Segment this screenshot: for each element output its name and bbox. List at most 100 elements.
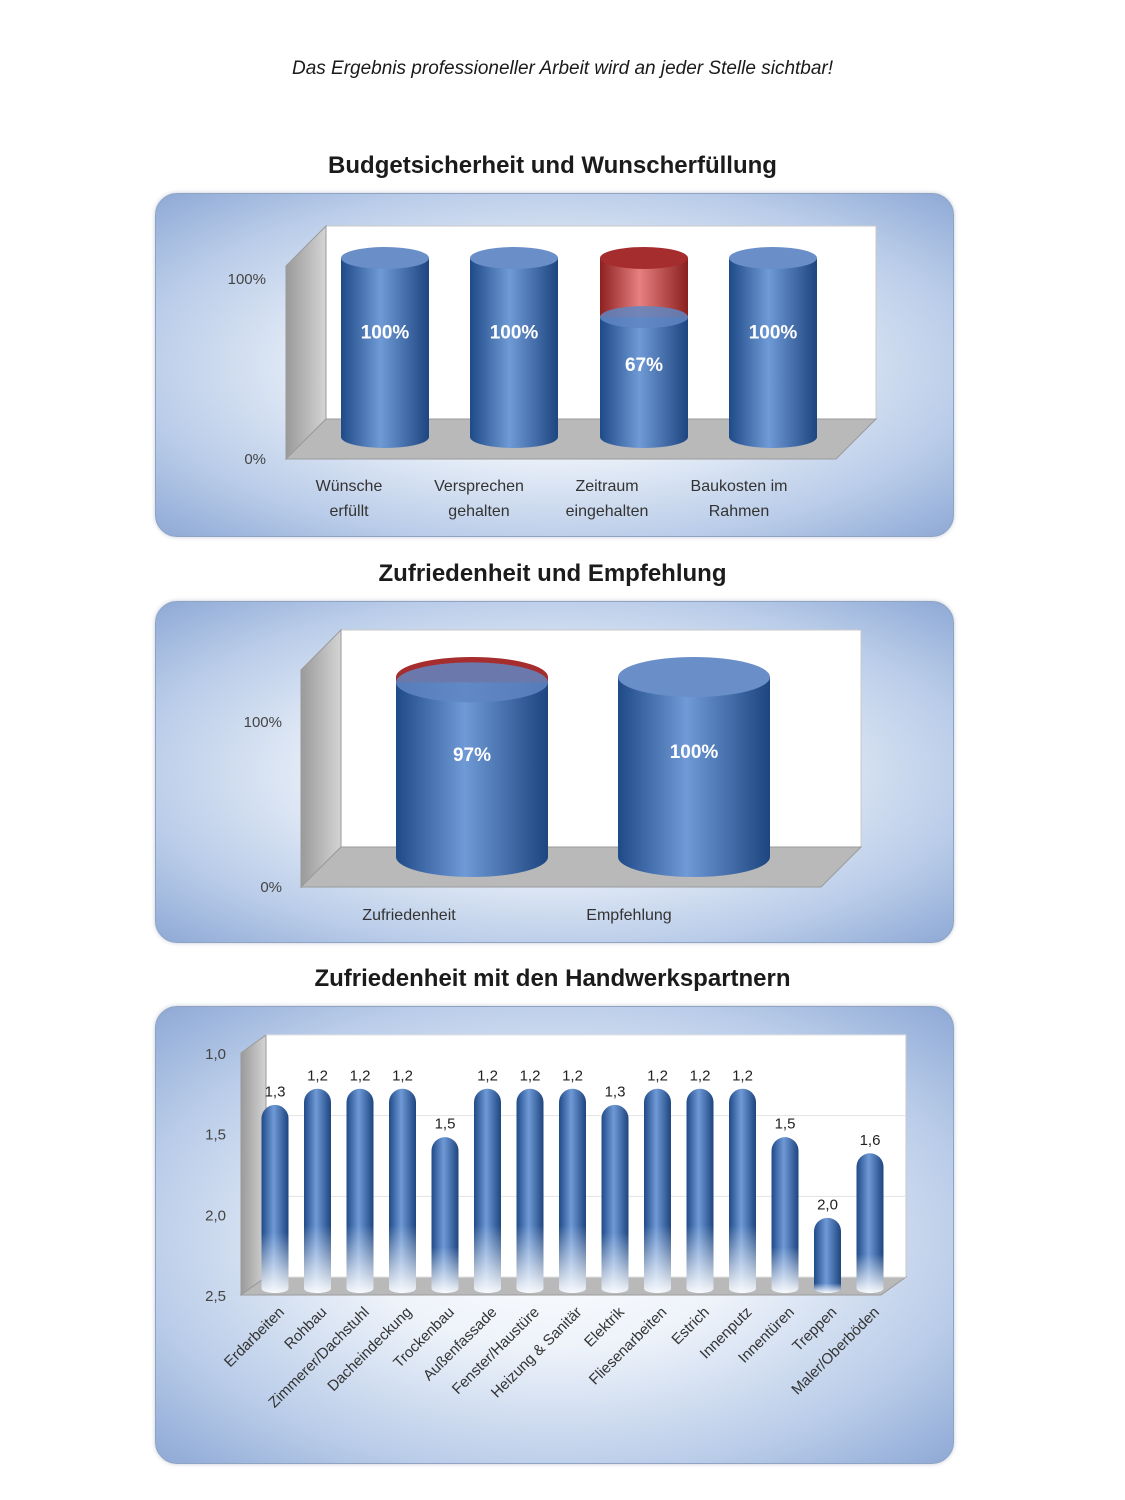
x-tick-label: Wünsche [316, 478, 383, 495]
bar-fade [644, 1142, 671, 1293]
chart-side-wall [300, 628, 342, 889]
bar-10: 1,2 [644, 1067, 671, 1293]
bar-15: 1,6 [856, 1132, 884, 1293]
bar-1: 97% [396, 657, 548, 877]
bar-top [618, 657, 770, 697]
bar-fade [601, 1158, 629, 1293]
bar-14: 2,0 [814, 1196, 841, 1293]
chart-panel-budget: 0% 100% 100% Wünsche erfüllt 100% Versprechen g… [155, 193, 954, 537]
chart-panel-craftsmen: 1,0 1,5 2,0 2,5 1,3 Erdarbeiten 1,2 Rohbau 1,2 Zi… [155, 1006, 954, 1464]
bar-fade [304, 1142, 331, 1293]
bar-fade [771, 1190, 799, 1293]
bar-body [729, 258, 817, 448]
data-label: 1,2 [562, 1067, 583, 1084]
y-tick-label: 0% [260, 879, 282, 896]
data-label: 1,2 [520, 1067, 541, 1084]
bar-2: 1,2 [304, 1067, 331, 1293]
x-tick-label: Zufriedenheit [362, 907, 456, 924]
x-tick-label: Erdarbeiten [221, 1304, 288, 1371]
bar-fade [814, 1271, 841, 1293]
y-tick-label: 100% [244, 714, 282, 731]
bar-remainder-top [600, 247, 688, 269]
bar-4: 1,2 [389, 1067, 416, 1293]
data-label: 100% [490, 323, 539, 344]
bar-top [729, 247, 817, 269]
bar-body [470, 258, 558, 448]
data-label: 1,3 [605, 1083, 626, 1100]
chart-title-budget: Budgetsicherheit und Wunscherfüllung [328, 152, 777, 179]
data-label: 1,6 [860, 1132, 881, 1149]
chart-floor [284, 418, 878, 460]
chart-title-craftsmen: Zufriedenheit mit den Handwerkspartnern [314, 965, 791, 992]
bar-1: 100% [341, 247, 429, 448]
x-tick-label: Empfehlung [586, 907, 671, 924]
bar-top [396, 662, 548, 703]
x-tick-label: Rahmen [709, 503, 769, 520]
chart-craftsmen: 1,01,52,02,51,3Erdarbeiten1,2Rohbau1,2Zi… [205, 1034, 908, 1411]
bar-4: 100% [729, 247, 817, 448]
bar-fade [729, 1142, 756, 1293]
chart-panel-satisfaction: 0% 100% 97% Zufriedenheit 100% Empfehlung [155, 601, 954, 943]
bar-top [600, 306, 688, 329]
bar-5: 1,5 [431, 1116, 459, 1293]
data-label: 1,3 [265, 1083, 286, 1100]
chart-budget: 0% 100% 100% Wünsche erfüllt 100% Versprechen g… [228, 224, 878, 520]
chart-satisfaction: 0% 100% 97% Zufriedenheit 100% Empfehlung [244, 628, 863, 924]
y-tick-label: 100% [228, 271, 266, 288]
bar-2: 100% [470, 247, 558, 448]
bar-fade [856, 1206, 884, 1293]
data-label: 1,5 [435, 1116, 456, 1133]
x-tick-label: Fliesenarbeiten [586, 1304, 671, 1389]
data-label: 97% [453, 745, 491, 766]
bar-fade [261, 1158, 289, 1293]
bar-6: 1,2 [474, 1067, 501, 1293]
bar-fade [516, 1142, 544, 1293]
x-tick-label: Baukosten im [691, 478, 788, 495]
x-tick-label: erfüllt [329, 503, 369, 520]
bar-9: 1,3 [601, 1083, 629, 1293]
page-headline: Das Ergebnis professioneller Arbeit wird… [291, 58, 834, 79]
data-label: 100% [670, 742, 719, 763]
bar-body [396, 682, 548, 877]
bar-12: 1,2 [729, 1067, 756, 1293]
x-tick-label: eingehalten [566, 503, 649, 520]
bar-top [341, 247, 429, 269]
y-tick-label: 0% [244, 451, 266, 468]
bar-11: 1,2 [686, 1067, 714, 1293]
x-tick-label: Zeitraum [575, 478, 638, 495]
data-label: 1,2 [732, 1067, 753, 1084]
y-tick-label: 1,5 [205, 1127, 226, 1144]
data-label: 1,5 [775, 1116, 796, 1133]
bar-3: 67% [600, 247, 688, 448]
data-label: 1,2 [392, 1067, 413, 1084]
bar-fade [346, 1142, 374, 1293]
data-label: 1,2 [477, 1067, 498, 1084]
x-tick-label: Versprechen [434, 478, 524, 495]
bar-fade [559, 1142, 586, 1293]
bar-fade [474, 1142, 501, 1293]
bar-body [341, 258, 429, 448]
bar-fade [389, 1142, 416, 1293]
data-label: 1,2 [690, 1067, 711, 1084]
bar-fade [431, 1190, 459, 1293]
bar-7: 1,2 [516, 1067, 544, 1293]
chart-title-satisfaction: Zufriedenheit und Empfehlung [378, 560, 727, 587]
bar-fade [686, 1142, 714, 1293]
bar-3: 1,2 [346, 1067, 374, 1293]
bar-13: 1,5 [771, 1116, 799, 1293]
x-tick-label: gehalten [448, 503, 509, 520]
data-label: 100% [749, 323, 798, 344]
bar-body [600, 317, 688, 448]
data-label: 1,2 [647, 1067, 668, 1084]
bar-8: 1,2 [559, 1067, 586, 1293]
bar-top [470, 247, 558, 269]
bar-2: 100% [618, 657, 770, 877]
y-tick-label: 2,0 [205, 1207, 226, 1224]
chart-floor [299, 846, 863, 888]
y-tick-label: 1,0 [205, 1046, 226, 1063]
bar-body [618, 677, 770, 877]
data-label: 2,0 [817, 1196, 838, 1213]
data-label: 1,2 [350, 1067, 371, 1084]
chart-side-wall [285, 224, 327, 461]
x-tick-label: Außenfassade [420, 1304, 500, 1384]
